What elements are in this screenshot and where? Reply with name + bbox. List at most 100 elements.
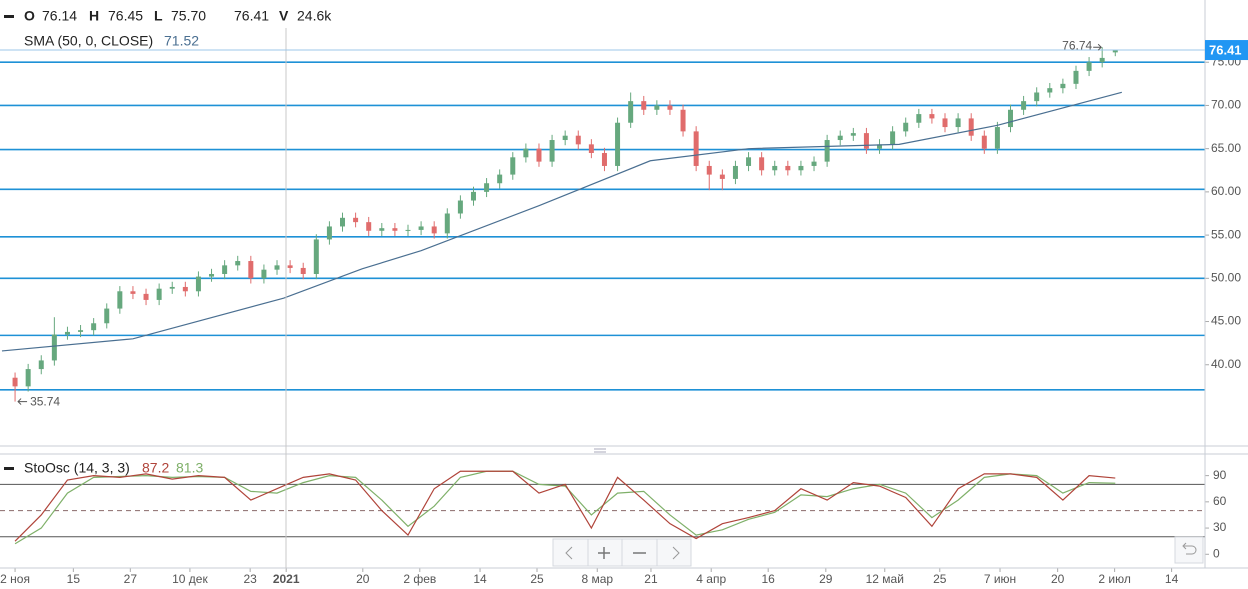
candle-body — [484, 183, 490, 192]
candle-body — [379, 228, 385, 231]
low-annotation: 35.74 — [30, 395, 60, 409]
x-tick-label: 2 июл — [1098, 572, 1130, 586]
price-panel: 75.0070.0065.0060.0055.0050.0045.0040.00… — [0, 47, 1241, 586]
candle-body — [195, 276, 201, 292]
x-tick-label: 15 — [67, 572, 81, 586]
candle-body — [235, 261, 241, 266]
candle-body — [772, 165, 778, 171]
x-tick-label: 29 — [819, 572, 833, 586]
candle-body — [706, 165, 712, 175]
x-tick-label: 14 — [1165, 572, 1179, 586]
high-annotation: 76.74 — [1062, 38, 1092, 52]
collapse-icon[interactable] — [4, 467, 14, 470]
candle-body — [12, 377, 18, 387]
candle-body — [732, 165, 738, 179]
candle-body — [156, 288, 162, 300]
candle-body — [1007, 109, 1013, 128]
candle-body — [91, 323, 97, 331]
candle-body — [405, 229, 411, 231]
candle-body — [64, 331, 70, 335]
low-arrow — [17, 398, 28, 405]
candle-body — [523, 148, 529, 158]
candle-body — [890, 131, 896, 145]
candle-body — [680, 109, 686, 132]
y-tick-label: 65.00 — [1211, 141, 1241, 155]
candle-body — [287, 265, 293, 268]
candle-body — [366, 222, 372, 231]
candle-body — [326, 226, 332, 240]
stochastic-line — [14, 470, 1116, 542]
candle-body — [588, 144, 594, 153]
candle-body — [497, 174, 503, 184]
open-label: O — [24, 8, 35, 24]
candle-body — [431, 226, 437, 234]
candle-body — [628, 101, 634, 123]
stochastic-d-value: 81.3 — [176, 460, 203, 476]
y-tick-label: 45.00 — [1211, 314, 1241, 328]
candle-body — [510, 157, 516, 175]
sma-legend: SMA (50, 0, CLOSE) — [24, 33, 153, 49]
scroll-left-button[interactable] — [565, 546, 573, 560]
x-tick-label: 8 мар — [581, 572, 613, 586]
candle-body — [811, 161, 817, 166]
open-value: 76.14 — [42, 8, 77, 24]
x-tick-label: 20 — [1051, 572, 1065, 586]
candle-body — [719, 174, 725, 179]
candle-body — [1073, 70, 1079, 84]
candle-body — [877, 144, 883, 149]
x-tick-label: 2 фев — [403, 572, 436, 586]
low-label: L — [154, 8, 163, 24]
reset-button[interactable] — [1174, 536, 1204, 564]
sma-line — [1, 91, 1122, 352]
scroll-right-button[interactable] — [672, 546, 680, 560]
volume-label: V — [279, 8, 289, 24]
high-arrow — [1093, 43, 1102, 51]
x-tick-label: 2 ноя — [0, 572, 30, 586]
high-value: 76.45 — [108, 8, 143, 24]
candle-body — [25, 369, 31, 387]
candle-body — [418, 226, 424, 230]
candle-body — [746, 157, 752, 166]
candle-body — [470, 191, 476, 201]
sma-legend-value: 71.52 — [164, 33, 199, 49]
navigation-buttons — [552, 536, 1204, 567]
candle-body — [536, 148, 542, 162]
candle-body — [955, 118, 961, 128]
candle-body — [549, 140, 555, 162]
candle-body — [994, 127, 1000, 149]
collapse-icon[interactable] — [4, 15, 14, 18]
candle-body — [785, 165, 791, 171]
y-tick-label: 55.00 — [1211, 227, 1241, 241]
candle-body — [222, 265, 228, 274]
candle-body — [1021, 101, 1027, 110]
candle-body — [798, 165, 804, 171]
candle-body — [929, 114, 935, 119]
y-tick-label: 50.00 — [1211, 270, 1241, 284]
candle-body — [981, 135, 987, 149]
candle-body — [248, 261, 254, 279]
candle-body — [837, 135, 843, 141]
volume-value: 24.6k — [297, 8, 332, 24]
stochastic-legend: StoOsc (14, 3, 3) — [24, 460, 130, 476]
last-price-box — [1205, 40, 1248, 61]
candle-body — [850, 133, 856, 136]
x-tick-label: 27 — [124, 572, 138, 586]
candle-body — [1099, 57, 1105, 63]
x-tick-label: 7 июн — [984, 572, 1016, 586]
last-price-label: 76.41 — [1209, 42, 1242, 57]
candle-body — [353, 217, 359, 223]
candle-body — [759, 157, 765, 171]
candle-body — [562, 135, 568, 141]
candle-body — [104, 308, 110, 324]
low-value: 75.70 — [171, 8, 206, 24]
candle-body — [130, 291, 136, 294]
high-label: H — [89, 8, 99, 24]
candle-body — [457, 200, 463, 214]
x-tick-label: 4 апр — [696, 572, 726, 586]
candle-body — [824, 140, 830, 162]
candle-body — [313, 239, 319, 274]
candle-body — [1112, 50, 1118, 53]
candle-body — [182, 286, 188, 292]
candle-body — [1060, 83, 1066, 89]
